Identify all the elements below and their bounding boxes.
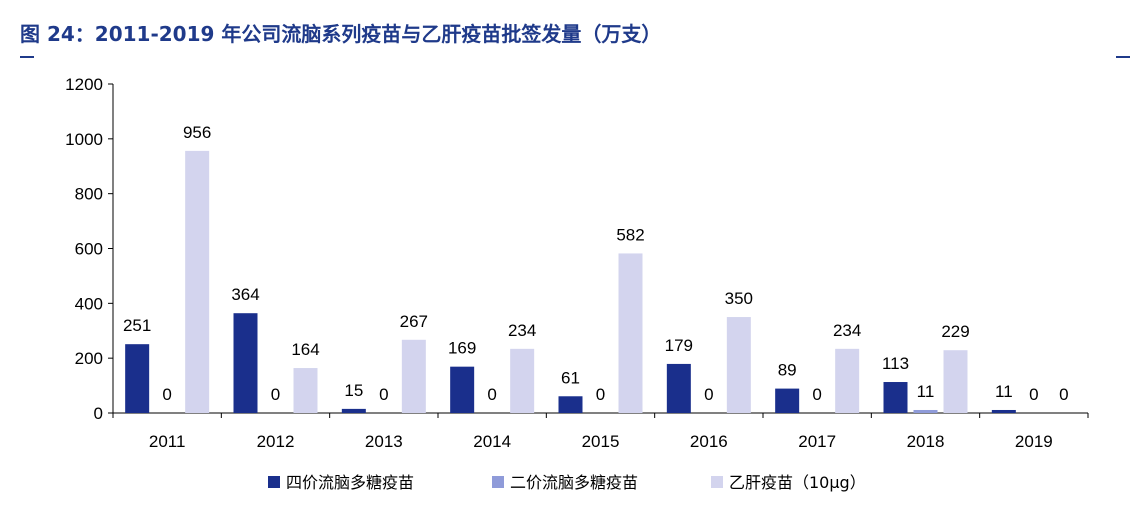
data-label: 251 xyxy=(123,316,151,335)
legend-item: 四价流脑多糖疫苗 xyxy=(268,473,414,492)
legend-swatch xyxy=(268,476,280,488)
y-tick-label: 1000 xyxy=(65,130,103,149)
title-rule-left xyxy=(20,56,34,58)
y-tick-label: 800 xyxy=(75,185,103,204)
legend-label: 四价流脑多糖疫苗 xyxy=(286,473,414,492)
bar-2013-s3 xyxy=(401,339,426,413)
data-label: 0 xyxy=(1059,385,1068,404)
chart-data-labels: 251 364 15 169 61 179 89 113 11 0 0 0 0 0 0 0 11 0 956 164 2… xyxy=(123,123,1069,404)
legend-item: 乙肝疫苗（10μg） xyxy=(711,473,866,492)
legend-label: 乙肝疫苗（10μg） xyxy=(729,473,866,492)
bar-2018-s3 xyxy=(943,350,968,413)
bar-2016-s3 xyxy=(726,317,751,413)
legend-swatch xyxy=(711,476,723,488)
y-tick-label: 200 xyxy=(75,349,103,368)
data-label: 61 xyxy=(561,368,580,387)
data-label: 15 xyxy=(344,381,363,400)
bar-2018-s1 xyxy=(883,382,908,413)
title-rule-right xyxy=(1116,56,1130,58)
y-tick-label: 400 xyxy=(75,294,103,313)
data-label: 11 xyxy=(917,382,935,401)
data-label: 582 xyxy=(616,225,644,244)
chart-bars xyxy=(125,150,1016,413)
data-label: 234 xyxy=(508,321,536,340)
x-tick-label: 2012 xyxy=(257,432,295,451)
x-tick-label: 2018 xyxy=(907,432,945,451)
x-tick-label: 2013 xyxy=(365,432,403,451)
data-label: 0 xyxy=(812,385,821,404)
bar-2015-s1 xyxy=(558,396,583,413)
data-label: 113 xyxy=(882,354,909,373)
data-label: 0 xyxy=(162,385,171,404)
bar-2014-s1 xyxy=(450,366,475,413)
data-label: 11 xyxy=(995,382,1013,401)
bar-2011-s3 xyxy=(185,150,210,413)
legend-label: 二价流脑多糖疫苗 xyxy=(510,473,638,492)
y-tick-label: 0 xyxy=(94,404,103,423)
x-tick-label: 2016 xyxy=(690,432,728,451)
data-label: 267 xyxy=(400,312,428,331)
bar-2013-s1 xyxy=(341,408,366,413)
data-label: 229 xyxy=(941,322,969,341)
figure-title-row: 图 24：2011-2019 年公司流脑系列疫苗与乙肝疫苗批签发量（万支） xyxy=(20,18,1120,48)
bar-2016-s1 xyxy=(666,363,691,413)
data-label: 0 xyxy=(704,385,713,404)
x-tick-label: 2017 xyxy=(798,432,836,451)
data-label: 234 xyxy=(833,321,861,340)
chart-axes: 0 200 400 600 800 1000 1200 2011 2012 2013 2014 201… xyxy=(65,75,1089,451)
bar-2019-s1 xyxy=(991,409,1016,413)
data-label: 350 xyxy=(725,289,753,308)
data-label: 364 xyxy=(231,285,259,304)
data-label: 0 xyxy=(379,385,388,404)
data-label: 169 xyxy=(448,339,476,358)
bar-2017-s3 xyxy=(835,348,860,413)
data-label: 956 xyxy=(183,123,211,142)
bar-2014-s3 xyxy=(510,348,535,413)
bar-2012-s1 xyxy=(233,313,258,413)
x-tick-label: 2014 xyxy=(473,432,511,451)
bar-2011-s1 xyxy=(125,344,150,413)
data-label: 0 xyxy=(596,385,605,404)
y-tick-label: 600 xyxy=(75,240,103,259)
bar-2012-s3 xyxy=(293,368,318,413)
data-label: 179 xyxy=(665,336,693,355)
data-label: 0 xyxy=(271,385,280,404)
x-tick-label: 2015 xyxy=(582,432,620,451)
data-label: 0 xyxy=(1029,385,1038,404)
x-tick-label: 2011 xyxy=(149,432,186,451)
bar-2018-s2 xyxy=(913,409,938,413)
data-label: 0 xyxy=(487,385,496,404)
figure-title: 图 24：2011-2019 年公司流脑系列疫苗与乙肝疫苗批签发量（万支） xyxy=(20,22,662,46)
x-tick-label: 2019 xyxy=(1015,432,1053,451)
chart-legend: 四价流脑多糖疫苗 二价流脑多糖疫苗 乙肝疫苗（10μg） xyxy=(268,473,866,492)
y-tick-label: 1200 xyxy=(65,75,103,94)
bar-2017-s1 xyxy=(775,388,800,413)
data-label: 89 xyxy=(778,361,797,380)
legend-item: 二价流脑多糖疫苗 xyxy=(492,473,638,492)
legend-swatch xyxy=(492,476,504,488)
data-label: 164 xyxy=(291,340,319,359)
bar-2015-s3 xyxy=(618,253,643,413)
